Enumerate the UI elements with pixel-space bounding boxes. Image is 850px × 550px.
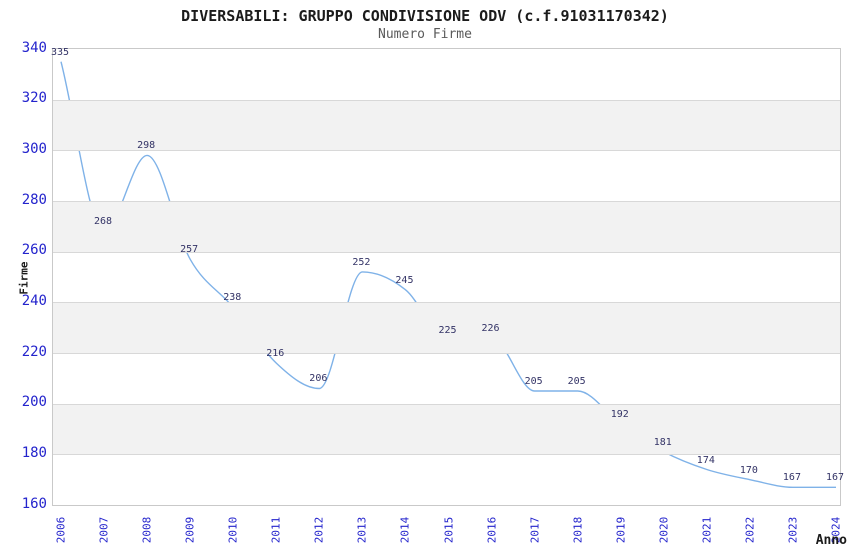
- grid-band: [53, 403, 840, 455]
- data-point-label: 206: [309, 373, 328, 385]
- y-tick-label: 320: [21, 90, 47, 107]
- grid-band: [53, 302, 840, 353]
- y-tick-label: 180: [21, 444, 47, 461]
- gridline: [53, 150, 840, 152]
- y-tick-label: 160: [21, 495, 47, 512]
- data-point-label: 225: [438, 325, 457, 337]
- gridline: [53, 201, 840, 202]
- x-axis-title: Anno: [815, 533, 847, 548]
- data-point-label: 238: [223, 292, 242, 304]
- gridline: [53, 302, 840, 304]
- data-point-label: 167: [825, 472, 845, 484]
- x-tick-label: 2013: [355, 516, 369, 544]
- gridline: [53, 403, 840, 405]
- gridline: [53, 454, 840, 456]
- x-tick-label: 2023: [786, 516, 800, 544]
- chart-title: DIVERSABILI: GRUPPO CONDIVISIONE ODV (c.…: [181, 7, 669, 25]
- line-series: [60, 61, 836, 489]
- x-tick-label: 2016: [485, 516, 499, 544]
- x-tick-label: 2007: [97, 516, 111, 544]
- data-point-label: 181: [653, 436, 672, 448]
- data-point-label: 257: [180, 244, 199, 256]
- x-tick-label: 2020: [657, 516, 671, 544]
- x-tick-label: 2011: [269, 516, 283, 544]
- x-tick-label: 2014: [398, 516, 412, 544]
- data-point-label: 252: [352, 256, 371, 268]
- data-point-label: 192: [610, 408, 629, 420]
- data-point-label: 205: [524, 376, 543, 387]
- y-tick-label: 220: [21, 343, 47, 360]
- data-point-label: 268: [94, 216, 113, 228]
- data-point-label: 298: [137, 140, 156, 152]
- x-tick-label: 2015: [442, 516, 455, 544]
- y-tick-label: 280: [21, 191, 47, 208]
- y-tick-label: 260: [21, 242, 47, 259]
- x-tick-label: 2006: [54, 516, 68, 544]
- data-point-label: 167: [782, 472, 801, 484]
- x-tick-label: 2017: [528, 516, 542, 544]
- x-tick-label: 2019: [614, 516, 628, 544]
- x-tick-label: 2012: [312, 516, 326, 544]
- x-tick-label: 2008: [140, 516, 154, 544]
- gridline: [53, 353, 840, 354]
- data-point-label: 170: [739, 464, 758, 476]
- grid-band: [53, 201, 840, 252]
- y-tick-label: 300: [21, 140, 47, 157]
- data-point-label: 174: [696, 454, 715, 466]
- x-tick-label: 2022: [743, 516, 757, 544]
- y-axis-title: Firme: [17, 261, 31, 295]
- data-point-label: 335: [50, 46, 70, 58]
- x-tick-label: 2009: [183, 516, 197, 544]
- grid-band: [53, 99, 840, 151]
- series-line: [60, 61, 836, 489]
- data-point-label: 226: [481, 322, 500, 334]
- gridline: [53, 251, 840, 253]
- y-tick-label: 200: [21, 394, 47, 411]
- x-tick-label: 2018: [571, 516, 585, 544]
- x-tick-label: 2021: [700, 516, 714, 544]
- x-tick-label: 2010: [226, 516, 240, 544]
- chart-subtitle: Numero Firme: [378, 27, 472, 42]
- plot-area: [52, 48, 841, 506]
- data-point-label: 205: [567, 376, 586, 387]
- gridline: [53, 99, 840, 101]
- y-tick-label: 240: [21, 292, 47, 309]
- y-tick-label: 340: [21, 39, 47, 56]
- data-point-label: 245: [395, 274, 414, 286]
- data-point-label: 216: [266, 348, 285, 360]
